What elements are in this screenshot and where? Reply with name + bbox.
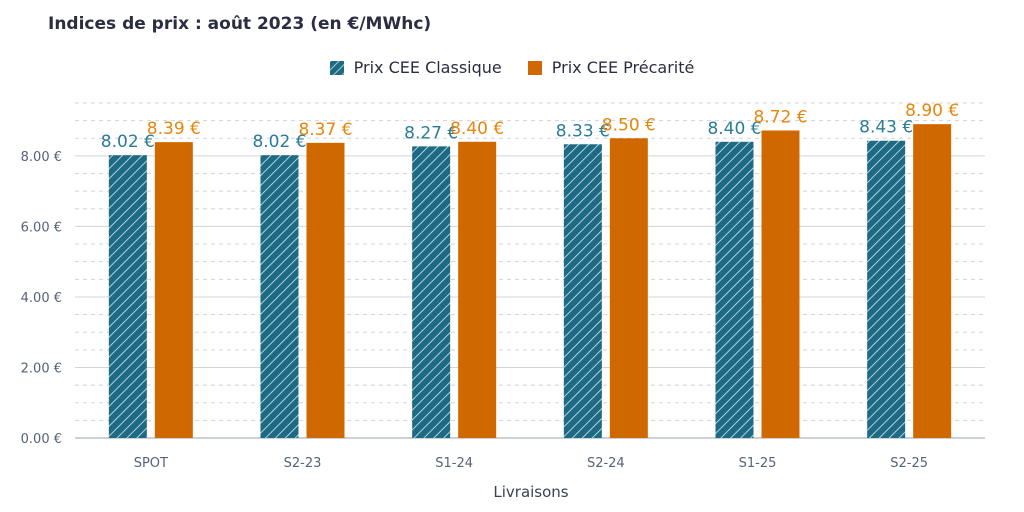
x-tick-label: S2-24 <box>587 456 625 471</box>
x-tick-label: S2-23 <box>284 456 322 471</box>
data-label-precarite: 8.50 € <box>602 115 656 135</box>
legend-swatch-classique <box>329 60 344 75</box>
x-tick-label: SPOT <box>134 456 168 471</box>
bar-classique <box>867 140 906 439</box>
bar-classique <box>108 155 147 439</box>
y-tick-label: 0.00 € <box>21 432 62 447</box>
bar-classique <box>412 146 451 438</box>
bars <box>108 124 952 439</box>
data-label-precarite: 8.39 € <box>147 119 201 139</box>
legend: Prix CEE Classique Prix CEE Précarité <box>0 58 1024 77</box>
data-label-classique: 8.02 € <box>252 132 306 152</box>
data-label-precarite: 8.40 € <box>450 119 504 139</box>
bar-classique <box>563 144 602 439</box>
bar-precarite <box>913 124 952 438</box>
data-label-precarite: 8.72 € <box>753 108 807 128</box>
bar-precarite <box>609 138 648 438</box>
bar-precarite <box>306 142 345 439</box>
bar-precarite <box>458 141 497 438</box>
data-label-classique: 8.27 € <box>404 123 458 143</box>
chart-title: Indices de prix : août 2023 (en €/MWhc) <box>48 14 432 34</box>
bar-classique <box>715 141 754 438</box>
legend-swatch-precarite <box>527 60 542 75</box>
x-tick-label: S1-25 <box>739 456 777 471</box>
legend-item-precarite[interactable]: Prix CEE Précarité <box>527 58 695 77</box>
data-label-classique: 8.40 € <box>707 119 761 139</box>
data-label-classique: 8.33 € <box>556 121 610 141</box>
x-axis-title: Livraisons <box>493 483 568 501</box>
y-tick-label: 2.00 € <box>21 361 62 376</box>
y-tick-label: 6.00 € <box>21 220 62 235</box>
data-label-precarite: 8.37 € <box>298 120 352 140</box>
legend-item-classique[interactable]: Prix CEE Classique <box>329 58 502 77</box>
y-tick-label: 4.00 € <box>21 291 62 306</box>
bar-precarite <box>154 142 193 439</box>
x-tick-label: S1-24 <box>435 456 473 471</box>
bar-classique <box>260 155 299 439</box>
bar-precarite <box>761 130 800 439</box>
legend-label-precarite: Prix CEE Précarité <box>551 58 695 77</box>
x-tick-label: S2-25 <box>890 456 928 471</box>
grid: 0.00 € 2.00 € 4.00 € 6.00 € 8.00 € <box>21 102 985 447</box>
legend-label-classique: Prix CEE Classique <box>353 58 502 77</box>
data-label-classique: 8.43 € <box>859 118 913 138</box>
y-tick-label: 8.00 € <box>21 150 62 165</box>
data-label-classique: 8.02 € <box>101 132 155 152</box>
data-label-precarite: 8.90 € <box>905 101 959 121</box>
